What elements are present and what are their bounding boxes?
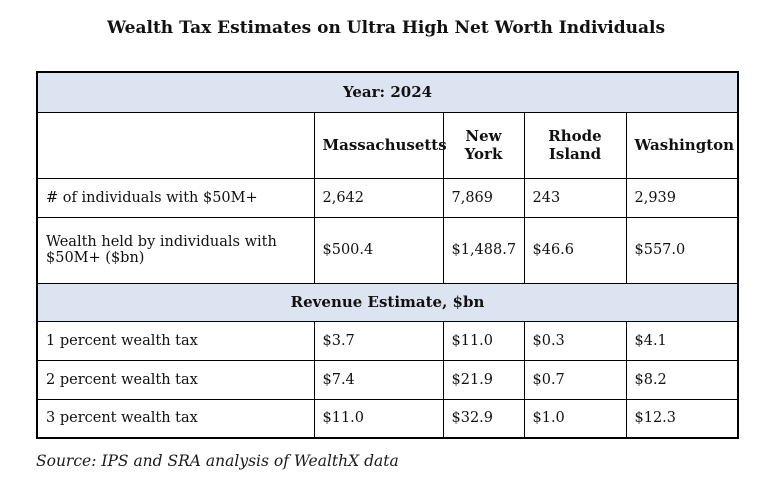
- revenue-section-header-row: Revenue Estimate, $bn: [36, 282, 739, 322]
- cell-value: $11.0: [313, 398, 444, 439]
- cell-value: 2,939: [625, 177, 739, 218]
- cell-value: $32.9: [442, 398, 525, 439]
- row-label: Wealth held by individuals with $50M+ ($…: [36, 216, 315, 284]
- cell-value: $0.3: [523, 320, 627, 361]
- cell-value: $7.4: [313, 359, 444, 400]
- row-label: 3 percent wealth tax: [36, 398, 315, 439]
- page-title: Wealth Tax Estimates on Ultra High Net W…: [106, 18, 666, 38]
- cell-value: $0.7: [523, 359, 627, 400]
- row-label: # of individuals with $50M+: [36, 177, 315, 218]
- table-row-3-percent-tax: 3 percent wealth tax $11.0 $32.9 $1.0 $1…: [36, 398, 739, 439]
- column-header-row: Massachusetts New York Rhode Island Wash…: [36, 111, 739, 179]
- cell-value: $11.0: [442, 320, 525, 361]
- cell-value: $4.1: [625, 320, 739, 361]
- row-label: 1 percent wealth tax: [36, 320, 315, 361]
- source-note: Source: IPS and SRA analysis of WealthX …: [36, 452, 399, 470]
- table-row-wealth-held: Wealth held by individuals with $50M+ ($…: [36, 216, 739, 284]
- column-header-rhode-island: Rhode Island: [523, 111, 627, 179]
- cell-value: $1,488.7: [442, 216, 525, 284]
- cell-value: 7,869: [442, 177, 525, 218]
- table-row-individuals-count: # of individuals with $50M+ 2,642 7,869 …: [36, 177, 739, 218]
- cell-value: $21.9: [442, 359, 525, 400]
- column-header-massachusetts: Massachusetts: [313, 111, 447, 179]
- column-header-washington: Washington: [625, 111, 739, 179]
- cell-value: $46.6: [523, 216, 627, 284]
- wealth-tax-table: Year: 2024 Massachusetts New York Rhode …: [36, 71, 740, 439]
- cell-value: $557.0: [625, 216, 739, 284]
- table-row-2-percent-tax: 2 percent wealth tax $7.4 $21.9 $0.7 $8.…: [36, 359, 739, 400]
- cell-value: 243: [523, 177, 627, 218]
- table-row-1-percent-tax: 1 percent wealth tax $3.7 $11.0 $0.3 $4.…: [36, 320, 739, 361]
- cell-value: $500.4: [313, 216, 444, 284]
- year-header-cell: Year: 2024: [36, 71, 739, 113]
- cell-value: $8.2: [625, 359, 739, 400]
- cell-value: $12.3: [625, 398, 739, 439]
- cell-value: $3.7: [313, 320, 444, 361]
- year-header-row: Year: 2024: [36, 71, 739, 113]
- cell-value: 2,642: [313, 177, 444, 218]
- corner-empty-cell: [36, 111, 315, 179]
- cell-value: $1.0: [523, 398, 627, 439]
- revenue-section-header-cell: Revenue Estimate, $bn: [36, 282, 739, 322]
- row-label: 2 percent wealth tax: [36, 359, 315, 400]
- column-header-new-york: New York: [442, 111, 525, 179]
